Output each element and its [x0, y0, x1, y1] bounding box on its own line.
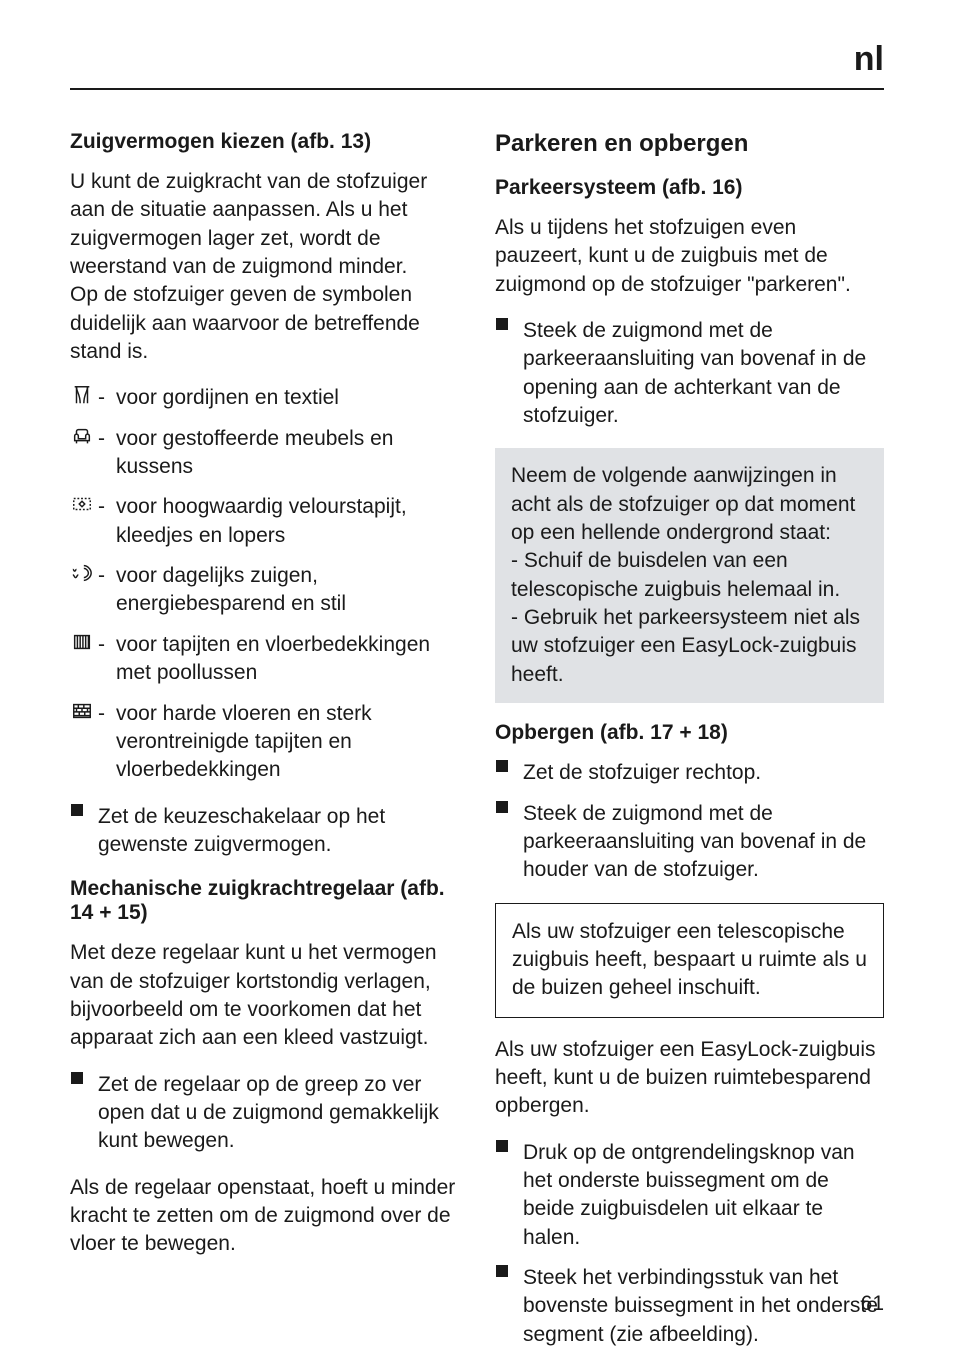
right-column: Parkeren en opbergen Parkeersysteem (afb…	[495, 130, 884, 1367]
easylock-note: Als uw stofzuiger een EasyLock-zuigbuis …	[495, 1036, 884, 1121]
list-item: Steek de zuigmond met de parkeeraansluit…	[495, 317, 884, 430]
action-list: Zet de stofzuiger rechtop. Steek de zuig…	[495, 759, 884, 884]
language-code: nl	[854, 40, 884, 79]
two-column-layout: Zuigvermogen kiezen (afb. 13) U kunt de …	[70, 130, 884, 1367]
item-text: Steek de zuigmond met de parkeeraansluit…	[523, 800, 884, 885]
hardfloor-icon	[70, 700, 98, 724]
item-text: Zet de regelaar op de greep zo ver open …	[98, 1071, 459, 1156]
bullet-square-icon	[495, 800, 523, 824]
list-item: Druk op de ontgrendelingsknop van het on…	[495, 1139, 884, 1252]
action-list: Steek de zuigmond met de parkeeraansluit…	[495, 317, 884, 430]
item-text: Steek de zuigmond met de parkeeraansluit…	[523, 317, 884, 430]
bullet-square-icon	[70, 1071, 98, 1095]
action-list: Druk op de ontgrendelingsknop van het on…	[495, 1139, 884, 1349]
list-item: - voor hoogwaardig velourstapijt, kleedj…	[70, 493, 459, 550]
dash: -	[98, 384, 116, 412]
title-rule	[70, 88, 884, 90]
power-level-list: - voor gordijnen en textiel - voor gesto…	[70, 384, 459, 784]
storage-heading: Opbergen (afb. 17 + 18)	[495, 721, 884, 745]
velour-icon	[70, 493, 98, 517]
bullet-square-icon	[70, 803, 98, 827]
dash: -	[98, 631, 116, 659]
list-item: - voor harde vloeren en sterk verontrein…	[70, 700, 459, 785]
park-system-heading: Parkeersysteem (afb. 16)	[495, 176, 884, 200]
list-item: Zet de stofzuiger rechtop.	[495, 759, 884, 787]
carpet-icon	[70, 631, 98, 655]
list-item: Zet de regelaar op de greep zo ver open …	[70, 1071, 459, 1156]
list-item: Steek het verbindingsstuk van het bovens…	[495, 1264, 884, 1349]
item-text: voor dagelijks zuigen, energiebesparend …	[116, 562, 459, 619]
suction-heading: Zuigvermogen kiezen (afb. 13)	[70, 130, 459, 154]
action-list: Zet de keuzeschakelaar op het gewenste z…	[70, 803, 459, 860]
left-column: Zuigvermogen kiezen (afb. 13) U kunt de …	[70, 130, 459, 1367]
parking-heading: Parkeren en opbergen	[495, 130, 884, 158]
item-text: Zet de keuzeschakelaar op het gewenste z…	[98, 803, 459, 860]
item-text: voor gestoffeerde meubels en kussens	[116, 425, 459, 482]
item-text: Zet de stofzuiger rechtop.	[523, 759, 884, 787]
dash: -	[98, 562, 116, 590]
item-text: voor hoogwaardig velourstapijt, kleedjes…	[116, 493, 459, 550]
item-text: voor tapijten en vloerbedekkingen met po…	[116, 631, 459, 688]
item-text: Druk op de ontgrendelingsknop van het on…	[523, 1139, 884, 1252]
warning-box: Neem de volgende aanwijzingen in acht al…	[495, 448, 884, 703]
bullet-square-icon	[495, 1139, 523, 1163]
dash: -	[98, 700, 116, 728]
regulator-note: Als de regelaar openstaat, hoeft u minde…	[70, 1174, 459, 1259]
action-list: Zet de regelaar op de greep zo ver open …	[70, 1071, 459, 1156]
list-item: - voor gestoffeerde meubels en kussens	[70, 425, 459, 482]
energy-icon	[70, 562, 98, 586]
list-item: Steek de zuigmond met de parkeeraansluit…	[495, 800, 884, 885]
item-text: voor harde vloeren en sterk verontreinig…	[116, 700, 459, 785]
bullet-square-icon	[495, 1264, 523, 1288]
park-system-intro: Als u tijdens het stofzuigen even pauzee…	[495, 214, 884, 299]
list-item: - voor tapijten en vloerbedekkingen met …	[70, 631, 459, 688]
list-item: - voor gordijnen en textiel	[70, 384, 459, 412]
tip-box: Als uw stofzuiger een telescopische zuig…	[495, 903, 884, 1018]
suction-intro: U kunt de zuigkracht van de stofzuiger a…	[70, 168, 459, 366]
armchair-icon	[70, 425, 98, 449]
dash: -	[98, 425, 116, 453]
dash: -	[98, 493, 116, 521]
bullet-square-icon	[495, 317, 523, 341]
item-text: Steek het verbindingsstuk van het bovens…	[523, 1264, 884, 1349]
bullet-square-icon	[495, 759, 523, 783]
list-item: Zet de keuzeschakelaar op het gewenste z…	[70, 803, 459, 860]
item-text: voor gordijnen en textiel	[116, 384, 459, 412]
page-number: 61	[861, 1292, 884, 1316]
list-item: - voor dagelijks zuigen, energiebesparen…	[70, 562, 459, 619]
regulator-intro: Met deze regelaar kunt u het vermogen va…	[70, 939, 459, 1052]
curtains-icon	[70, 384, 98, 408]
regulator-heading: Mechanische zuigkrachtregelaar (afb. 14 …	[70, 877, 459, 925]
